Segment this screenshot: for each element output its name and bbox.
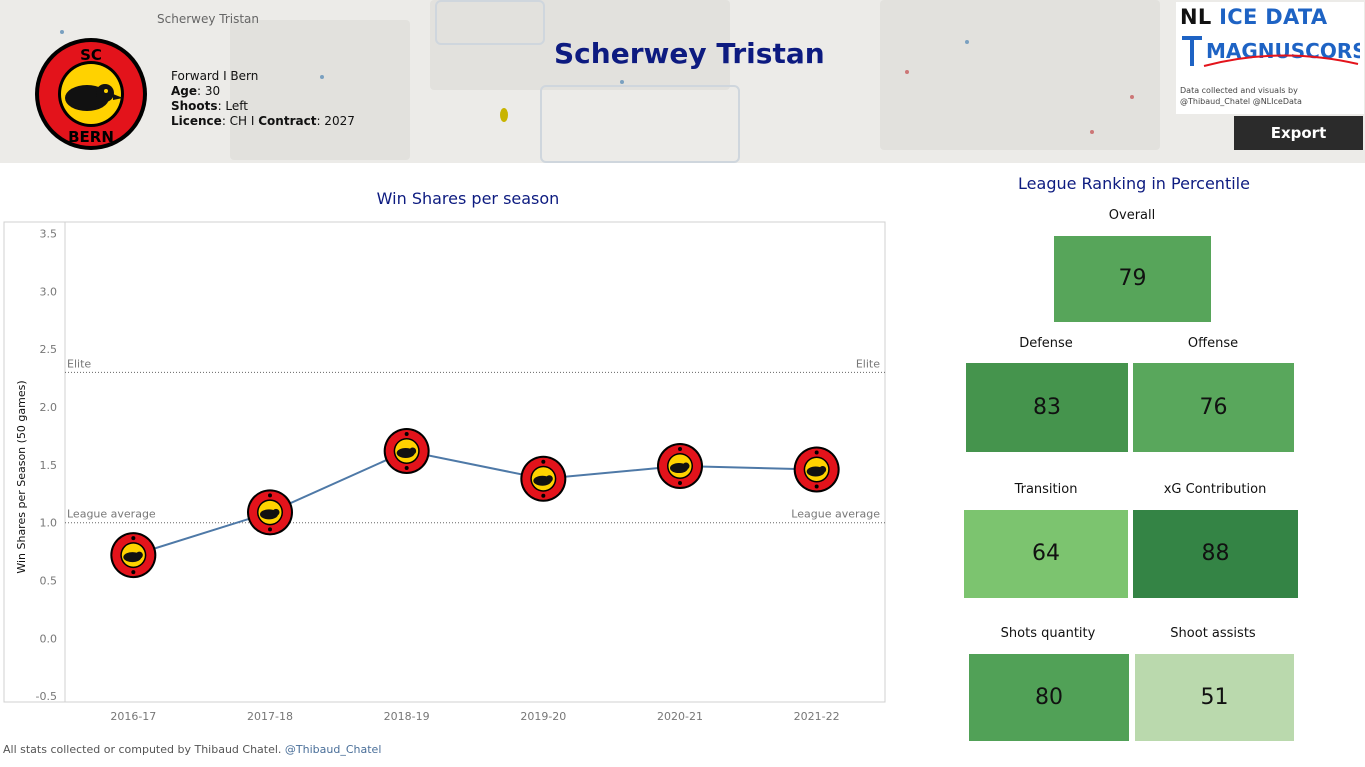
data-point-team-logo — [657, 443, 703, 490]
team-logo: SC BERN — [33, 36, 149, 156]
brand-credit-line1: Data collected and visuals by — [1180, 86, 1298, 95]
position-team: Forward I Bern — [171, 69, 259, 83]
tile-label-shoot-assists: Shoot assists — [1170, 626, 1256, 641]
y-tick-label: -0.5 — [36, 690, 57, 703]
breadcrumb: Scherwey Tristan — [157, 12, 259, 26]
percentile-tile-shoot-assists: 51 — [1135, 654, 1294, 741]
contract-value: : 2027 — [316, 114, 355, 128]
reference-label-left: Elite — [67, 357, 91, 370]
reference-label-right: Elite — [856, 357, 880, 370]
y-tick-label: 3.0 — [40, 285, 58, 298]
age-value: : 30 — [197, 84, 221, 98]
tile-label-xg-contribution: xG Contribution — [1163, 482, 1267, 497]
x-tick-label: 2021-22 — [794, 710, 840, 723]
y-axis-label: Win Shares per Season (50 games) — [15, 380, 28, 573]
brand-title-main: ICE DATA — [1219, 5, 1328, 29]
licence-label: Licence — [171, 114, 222, 128]
y-tick-label: 1.0 — [40, 517, 58, 530]
player-info: Forward I Bern Age: 30 Shoots: Left Lice… — [171, 69, 355, 129]
data-point-team-logo — [383, 428, 430, 475]
header-banner: Scherwey Tristan SC BERN Forward I Bern … — [0, 0, 1365, 163]
licence-value: : CH I — [221, 114, 259, 128]
data-point-team-logo — [110, 532, 157, 579]
x-tick-label: 2018-19 — [384, 710, 430, 723]
contract-label: Contract — [258, 114, 317, 128]
brand-credit-line2: @Thibaud_Chatel @NLIceData — [1180, 97, 1302, 106]
y-tick-label: 2.0 — [40, 401, 58, 414]
y-tick-label: 3.5 — [40, 228, 58, 241]
tile-label-shots-quantity: Shots quantity — [1000, 626, 1096, 641]
age-label: Age — [171, 84, 198, 98]
percentile-tile-shots-quantity: 80 — [969, 654, 1129, 741]
page-title: Scherwey Tristan — [554, 37, 825, 70]
brand-title: NL ICE DATA — [1180, 5, 1327, 29]
data-point-team-logo — [520, 455, 567, 502]
brand-title-prefix: NL — [1180, 5, 1220, 29]
y-tick-label: 1.5 — [40, 459, 58, 472]
reference-label-right: League average — [791, 508, 880, 521]
data-point-team-logo — [247, 489, 293, 536]
shoots-value: : Left — [217, 99, 248, 113]
y-tick-label: 2.5 — [40, 343, 58, 356]
export-button[interactable]: Export — [1234, 116, 1363, 150]
x-tick-label: 2020-21 — [657, 710, 703, 723]
percentile-tile-overall: 79 — [1054, 236, 1211, 322]
shoots-label: Shoots — [171, 99, 218, 113]
tile-label-offense: Offense — [1187, 336, 1239, 351]
tile-label-defense: Defense — [1019, 336, 1073, 351]
plot-frame — [3, 221, 886, 703]
footer-handle-link[interactable]: @Thibaud_Chatel — [284, 743, 382, 756]
shoots-row: Shoots: Left — [171, 99, 355, 114]
svg-text:SC: SC — [80, 46, 102, 64]
background-photo — [430, 0, 730, 90]
data-point-team-logo — [793, 446, 840, 493]
percentile-tile-xg-contribution: 88 — [1133, 510, 1298, 598]
footer-text: All stats collected or computed by Thiba… — [3, 743, 285, 756]
x-tick-label: 2016-17 — [110, 710, 156, 723]
win-shares-chart: -0.5 0.0 0.5 1.0 1.5 2.0 2.5 3.0 3.5 Win Shares p… — [3, 221, 886, 723]
brand-logo: NL ICE DATA MAGNUSCORSI Data collected a… — [1176, 2, 1364, 114]
percentile-tile-defense: 83 — [966, 363, 1128, 452]
x-tick-label: 2019-20 — [520, 710, 566, 723]
tile-label-transition: Transition — [1014, 482, 1078, 497]
svg-text:BERN: BERN — [68, 128, 114, 146]
reference-label-left: League average — [67, 508, 156, 521]
ranking-title: League Ranking in Percentile — [1018, 174, 1250, 193]
tile-label-overall: Overall — [1108, 208, 1156, 223]
licence-row: Licence: CH I Contract: 2027 — [171, 114, 355, 129]
percentile-tile-transition: 64 — [964, 510, 1128, 598]
x-tick-label: 2017-18 — [247, 710, 293, 723]
footer-credit: All stats collected or computed by Thiba… — [3, 743, 381, 756]
background-rink — [540, 85, 740, 163]
series-line — [133, 449, 817, 557]
y-tick-label: 0.0 — [40, 632, 58, 645]
y-tick-label: 0.5 — [40, 575, 58, 588]
age-row: Age: 30 — [171, 84, 355, 99]
percentile-tile-offense: 76 — [1133, 363, 1294, 452]
brand-subtitle-logo: MAGNUSCORSI — [1182, 36, 1360, 67]
chart-title: Win Shares per season — [376, 189, 560, 208]
brand-credit: Data collected and visuals by @Thibaud_C… — [1180, 85, 1302, 107]
